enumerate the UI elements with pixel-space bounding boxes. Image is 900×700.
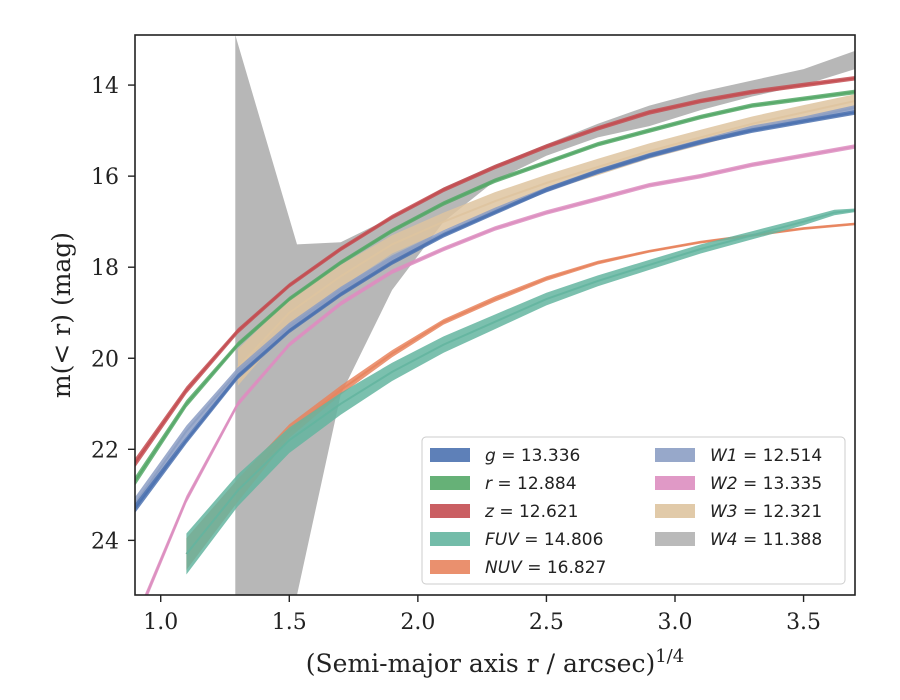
y-axis: 14 16 18 20 22 24 [91,74,135,554]
legend-label-w1: W1 = 12.514 [710,446,822,466]
legend-label-fuv: FUV = 14.806 [485,530,603,550]
x-tick-label: 2.5 [529,610,564,635]
x-axis-title-superscript: 1/4 [655,646,684,667]
x-tick-label: 3.0 [658,610,693,635]
legend-value: = 11.388 [738,530,823,550]
legend-value: = 12.321 [738,502,823,522]
legend-var: W2 [710,474,738,494]
legend-value: = 12.621 [494,502,579,522]
line-z [135,77,855,464]
y-tick-label: 22 [91,438,119,463]
y-tick-label: 20 [91,347,119,372]
line-fuv [185,209,855,555]
legend-swatch-w4 [655,532,695,546]
legend-value: = 12.884 [492,474,577,494]
legend-var: r [485,474,493,494]
legend-swatch-r [430,476,470,490]
x-axis-title: (Semi-major axis r / arcsec)1/4 [306,646,684,678]
legend-swatch-w1 [655,448,695,462]
legend-value: = 12.514 [738,446,823,466]
line-r [135,90,855,482]
legend-value: = 13.335 [738,474,823,494]
legend-label-r: r = 12.884 [485,474,577,494]
legend-label-nuv: NUV = 16.827 [485,558,606,578]
legend-var: FUV [485,530,520,550]
x-tick-label: 3.5 [786,610,821,635]
legend-swatch-fuv [430,532,470,546]
legend-value: = 16.827 [522,558,607,578]
legend-swatch-nuv [430,560,470,574]
legend-value: = 13.336 [496,446,581,466]
legend-label-g: g = 13.336 [485,446,580,466]
line-w3 [237,100,855,369]
legend-frame [421,436,846,585]
legend-label-z: z = 12.621 [484,502,578,522]
legend-label-w4: W4 = 11.388 [710,530,822,550]
y-tick-label: 24 [91,529,119,554]
x-tick-label: 1.0 [143,610,178,635]
legend-swatch-w2 [655,476,695,490]
legend-var: W3 [710,502,738,522]
legend-value: = 14.806 [519,530,604,550]
y-axis-title: m(< r) (mag) [47,232,76,398]
line-g [135,111,855,510]
x-axis-title-text: (Semi-major axis r / arcsec) [306,649,655,678]
legend-var: g [485,446,496,466]
legend-var: NUV [485,558,523,578]
legend-label-w2: W2 = 13.335 [710,474,822,494]
plot-area [135,35,855,595]
line-w2 [145,145,855,595]
y-tick-label: 14 [91,74,119,99]
legend-label-w3: W3 = 12.321 [710,502,822,522]
legend-var: z [484,502,495,522]
legend-var: W1 [710,446,738,466]
x-tick-label: 2.0 [400,610,435,635]
plot-frame [134,34,856,596]
legend-swatch-w3 [655,504,695,518]
x-tick-label: 1.5 [272,610,307,635]
y-tick-label: 18 [91,256,119,281]
legend-var: W4 [710,530,738,550]
x-axis: 1.0 1.5 2.0 2.5 3.0 3.5 [143,595,821,635]
y-tick-label: 16 [91,165,119,190]
legend-swatch-g [430,448,470,462]
legend-swatch-z [430,504,470,518]
